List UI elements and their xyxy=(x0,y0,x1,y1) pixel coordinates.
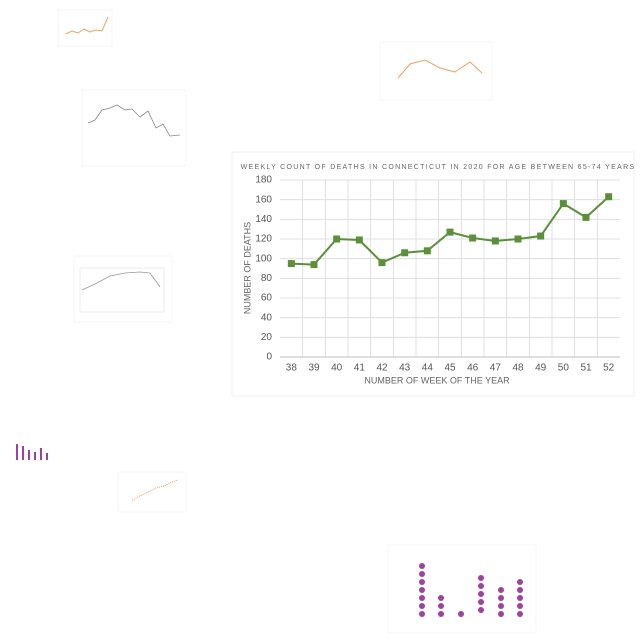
marker xyxy=(287,260,295,268)
marker xyxy=(423,247,431,255)
x-tick-label: 39 xyxy=(308,363,320,374)
marker xyxy=(537,232,545,240)
x-tick-label: 42 xyxy=(376,363,388,374)
x-tick-label: 50 xyxy=(558,363,570,374)
marker xyxy=(582,213,590,221)
y-tick-label: 80 xyxy=(261,273,273,284)
marker xyxy=(491,237,499,245)
x-axis-label: NUMBER OF WEEK OF THE YEAR xyxy=(364,375,510,385)
x-tick-label: 47 xyxy=(490,363,502,374)
marker xyxy=(333,235,341,243)
y-tick-label: 60 xyxy=(261,293,273,304)
x-tick-label: 45 xyxy=(444,363,456,374)
thumbnail xyxy=(16,444,48,460)
thumbnail xyxy=(379,41,493,101)
y-tick-label: 160 xyxy=(255,194,272,205)
thumbnail xyxy=(73,255,173,323)
y-tick-label: 40 xyxy=(261,312,273,323)
y-tick-label: 180 xyxy=(255,175,272,186)
y-axis-label: NUMBER OF DEATHS xyxy=(242,222,252,314)
marker xyxy=(514,235,522,243)
y-tick-label: 100 xyxy=(255,253,272,264)
chart-title: WEEKLY COUNT OF DEATHS IN CONNECTICUT IN… xyxy=(241,164,636,171)
thumbnail xyxy=(387,544,537,634)
x-tick-label: 51 xyxy=(580,363,592,374)
x-tick-label: 38 xyxy=(286,363,298,374)
marker xyxy=(469,234,477,242)
thumbnail xyxy=(117,471,187,513)
x-tick-label: 41 xyxy=(354,363,366,374)
x-tick-label: 46 xyxy=(467,363,479,374)
marker xyxy=(310,261,318,269)
y-tick-label: 140 xyxy=(255,214,272,225)
x-tick-label: 44 xyxy=(422,363,434,374)
y-tick-label: 0 xyxy=(266,352,272,363)
thumbnail xyxy=(81,89,187,167)
marker xyxy=(355,236,363,244)
x-tick-label: 52 xyxy=(603,363,615,374)
marker xyxy=(378,259,386,267)
marker xyxy=(605,193,613,201)
y-tick-label: 20 xyxy=(261,332,273,343)
marker xyxy=(559,200,567,208)
x-tick-label: 40 xyxy=(331,363,343,374)
chart-area xyxy=(231,151,635,397)
y-tick-label: 120 xyxy=(255,234,272,245)
marker xyxy=(401,249,409,257)
x-tick-label: 49 xyxy=(535,363,547,374)
thumbnail xyxy=(57,9,113,47)
x-tick-label: 43 xyxy=(399,363,411,374)
x-tick-label: 48 xyxy=(512,363,524,374)
marker xyxy=(446,228,454,236)
